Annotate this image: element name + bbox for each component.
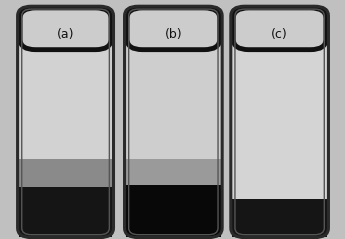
Bar [126, 158, 221, 185]
Text: (b): (b) [165, 28, 182, 41]
Text: (a): (a) [57, 28, 74, 41]
Bar [232, 49, 327, 199]
Bar [19, 49, 112, 158]
Bar [126, 49, 221, 158]
Bar [19, 187, 112, 237]
Bar [126, 7, 221, 237]
Bar [126, 185, 221, 237]
FancyBboxPatch shape [127, 8, 220, 50]
Bar [232, 199, 327, 237]
Bar [232, 7, 327, 237]
Bar [19, 158, 112, 187]
Bar [19, 7, 112, 237]
Text: (c): (c) [271, 28, 288, 41]
FancyBboxPatch shape [20, 8, 111, 50]
FancyBboxPatch shape [233, 8, 326, 50]
